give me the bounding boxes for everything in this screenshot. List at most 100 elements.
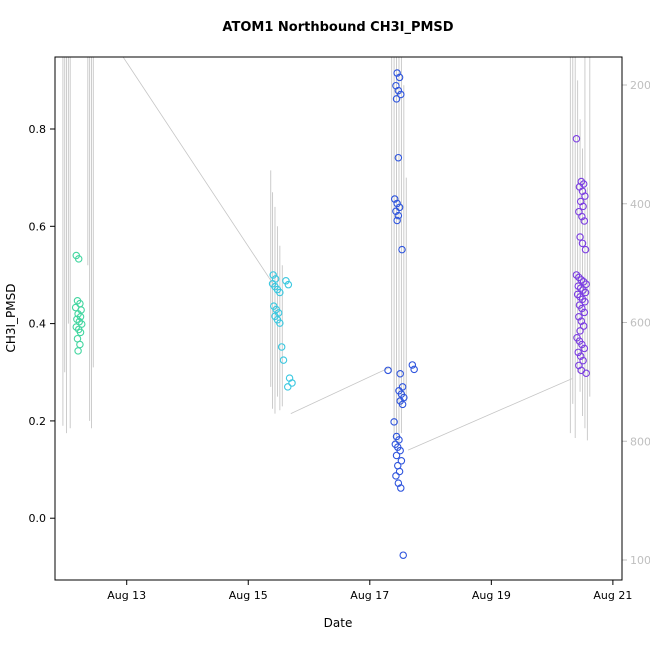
data-point	[392, 451, 401, 460]
data-point	[579, 286, 587, 294]
x-tick-label: Aug 15	[229, 589, 268, 602]
data-point	[279, 356, 288, 364]
data-point	[276, 288, 284, 297]
data-point	[575, 313, 583, 321]
data-point	[396, 369, 404, 378]
right-tick-label: 200	[630, 79, 650, 92]
x-tick-label: Aug 21	[593, 589, 632, 602]
data-point	[582, 280, 590, 288]
data-point	[74, 347, 82, 355]
data-point	[578, 239, 587, 248]
data-point	[282, 277, 290, 285]
data-point	[393, 69, 401, 77]
x-tick-label: Aug 17	[350, 589, 389, 602]
series-flight-aug20	[572, 134, 590, 377]
trace-connector	[122, 57, 278, 290]
data-point	[393, 199, 401, 208]
y-tick-label: 0.8	[29, 123, 47, 136]
data-point	[397, 484, 405, 492]
data-point	[288, 379, 296, 387]
data-point	[392, 472, 400, 480]
data-point	[580, 217, 589, 225]
data-point	[581, 192, 589, 200]
data-point	[576, 293, 584, 301]
right-tick-label: 400	[630, 198, 650, 211]
y-tick-label: 0.6	[29, 220, 47, 233]
points-layer	[71, 69, 590, 559]
data-point	[277, 343, 286, 351]
data-point	[76, 340, 84, 349]
series-flight-aug12	[71, 251, 86, 355]
data-point	[392, 95, 401, 103]
data-point	[576, 352, 585, 360]
data-point	[73, 315, 81, 323]
data-point	[579, 278, 588, 286]
data-point	[384, 366, 392, 375]
right-tick-label: 600	[630, 317, 650, 330]
data-point	[398, 400, 407, 409]
data-point	[575, 273, 583, 282]
trace-layer	[62, 57, 591, 451]
data-point	[72, 323, 81, 331]
data-point	[76, 328, 85, 337]
data-point	[581, 245, 590, 254]
data-point	[276, 319, 284, 327]
y-tick-label: 0.0	[29, 512, 47, 525]
data-point	[580, 344, 589, 353]
data-point	[579, 202, 587, 211]
right-tick-label: 1000	[630, 554, 650, 567]
data-point	[284, 280, 293, 289]
data-point	[572, 134, 581, 143]
data-point	[397, 457, 406, 465]
right-tick-label: 800	[630, 435, 650, 448]
data-point	[410, 365, 418, 374]
data-point	[576, 284, 585, 292]
data-point	[574, 282, 582, 290]
chart-title: ATOM1 Northbound CH3I_PMSD	[222, 20, 453, 35]
data-point	[578, 340, 586, 349]
data-point	[392, 207, 400, 215]
data-point	[578, 295, 587, 304]
data-point	[395, 73, 404, 82]
data-point	[394, 153, 403, 162]
series-flight-aug15	[268, 271, 296, 391]
data-point	[399, 551, 407, 559]
data-point	[284, 383, 292, 391]
data-point	[395, 467, 404, 476]
data-point	[577, 276, 586, 284]
y-axis-label: CH3I_PMSD	[4, 283, 18, 352]
data-point	[394, 211, 403, 220]
data-point	[408, 361, 417, 369]
data-point	[582, 369, 590, 377]
data-point	[574, 348, 582, 357]
data-point	[393, 216, 401, 225]
axes-layer: Aug 13 Aug 15 Aug 17 Aug 19 Aug 21 0.0 0.2 0.4 0…	[29, 79, 650, 602]
x-tick-label: Aug 19	[472, 589, 511, 602]
data-point	[572, 271, 581, 279]
data-point	[269, 271, 277, 279]
data-point	[576, 327, 584, 335]
data-point	[74, 255, 83, 263]
y-tick-label: 0.4	[29, 318, 47, 331]
data-point	[580, 308, 589, 317]
x-axis-label: Date	[324, 616, 353, 630]
data-point	[578, 304, 586, 313]
data-point	[573, 290, 582, 299]
y-tick-label: 0.2	[29, 415, 47, 428]
data-point	[396, 446, 404, 455]
data-point	[581, 288, 590, 297]
data-point	[578, 212, 586, 221]
data-point	[390, 195, 399, 203]
data-point	[397, 90, 405, 99]
data-point	[576, 233, 584, 241]
data-point	[395, 436, 403, 444]
series-flight-aug17	[384, 69, 418, 559]
data-point	[581, 297, 589, 306]
data-point	[398, 383, 407, 391]
data-point	[394, 86, 403, 95]
data-point	[398, 245, 406, 254]
trace-connector	[407, 378, 573, 451]
trace-connector	[290, 367, 391, 414]
